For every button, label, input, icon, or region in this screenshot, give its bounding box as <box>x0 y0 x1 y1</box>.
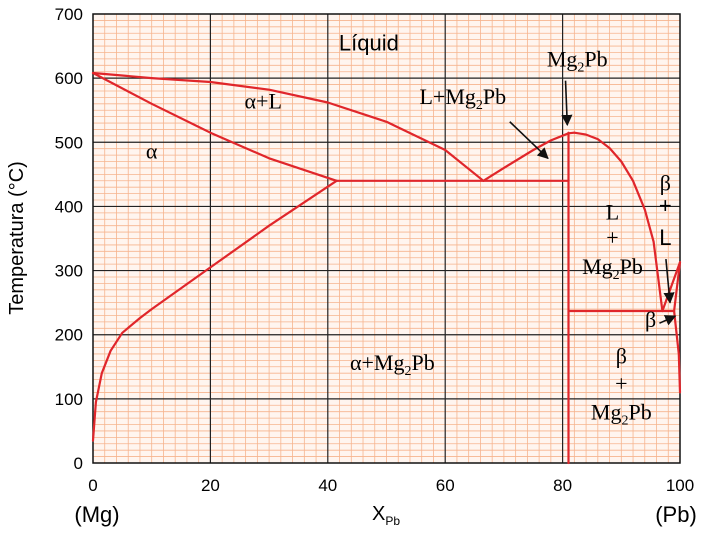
label-l-right: L <box>606 199 619 224</box>
label-l-beta: L <box>659 225 671 250</box>
x-tick-label: 40 <box>318 476 337 495</box>
y-tick-labels: 0 100 200 300 400 500 600 700 <box>55 5 83 473</box>
label-beta-mid: β <box>645 307 656 332</box>
y-tick-label: 0 <box>74 454 83 473</box>
solidus-alpha <box>91 71 338 182</box>
label-plus-bottom: + <box>615 371 627 396</box>
arrow-l-mg2pb <box>509 121 549 160</box>
label-mg2pb-bottom: Mg2Pb <box>591 399 652 428</box>
x-tick-labels: 0 20 40 60 80 100 <box>88 476 694 495</box>
liquidus-alpha <box>91 71 485 182</box>
label-beta-bottom: β <box>616 344 627 369</box>
solvus-beta <box>672 309 682 394</box>
phase-boundaries <box>91 71 682 465</box>
y-tick-label: 400 <box>55 197 83 216</box>
y-tick-label: 300 <box>55 262 83 281</box>
minor-grid <box>93 14 680 463</box>
label-mg2pb-top: Mg2Pb <box>547 47 608 76</box>
x-axis-label: XPb <box>372 503 400 528</box>
y-tick-label: 600 <box>55 69 83 88</box>
label-l-mg2pb-top: L+Mg2Pb <box>419 84 506 113</box>
y-tick-label: 500 <box>55 133 83 152</box>
x-tick-label: 0 <box>88 476 97 495</box>
x-tick-label: 100 <box>666 476 694 495</box>
major-grid <box>93 14 680 463</box>
region-labels: Líquidα+LαL+Mg2PbMg2PbL+Mg2Pbβ+Lβα+Mg2Pb… <box>146 31 672 429</box>
y-axis-label: Temperatura (°C) <box>6 161 28 315</box>
y-tick-label: 700 <box>55 5 83 24</box>
liquidus-mg2pb-right <box>573 131 664 313</box>
label-beta-top: β <box>660 170 671 195</box>
label-plus-beta: + <box>659 193 672 218</box>
annotation-arrows <box>509 80 677 326</box>
label-alpha-mg2pb: α+Mg2Pb <box>350 350 435 379</box>
label-mg2pb-right: Mg2Pb <box>582 254 643 283</box>
solidus-beta <box>672 261 682 313</box>
solvus-alpha <box>91 179 338 442</box>
plot-frame <box>92 13 681 464</box>
y-tick-label: 200 <box>55 326 83 345</box>
arrow-l-beta <box>663 258 675 304</box>
label-plus-right-1: + <box>606 225 618 250</box>
arrow-beta <box>659 315 677 326</box>
y-tick-label: 100 <box>55 390 83 409</box>
x-end-label-left: (Mg) <box>74 502 119 527</box>
x-tick-label: 20 <box>201 476 220 495</box>
label-alpha: α <box>146 138 158 163</box>
x-end-label-right: (Pb) <box>655 502 697 527</box>
x-tick-label: 60 <box>436 476 455 495</box>
x-tick-label: 80 <box>553 476 572 495</box>
label-alpha-liquid: α+L <box>245 88 282 113</box>
label-liquid: Líquid <box>339 31 399 56</box>
arrow-mg2pb <box>561 80 573 127</box>
